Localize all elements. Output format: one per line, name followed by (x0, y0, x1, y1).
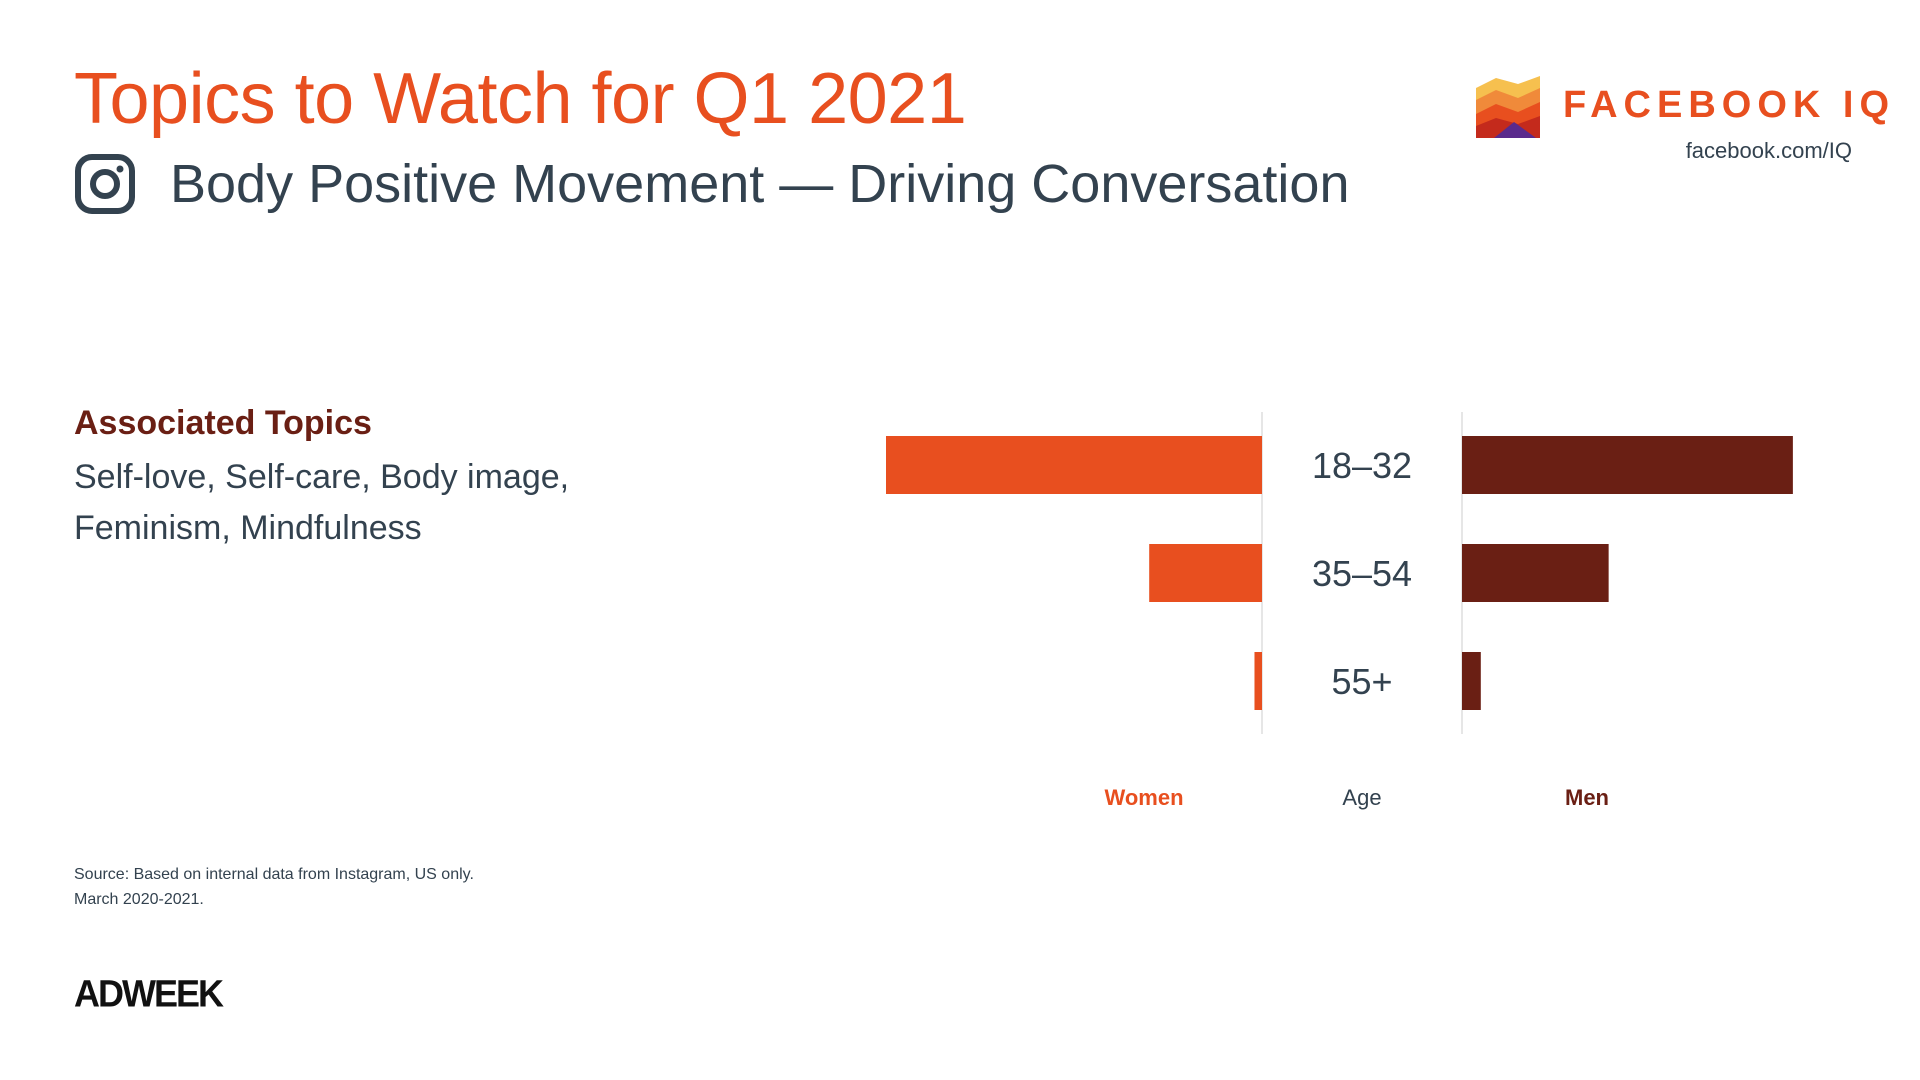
brand-url: facebook.com/IQ (1685, 138, 1852, 163)
source-note: Source: Based on internal data from Inst… (74, 862, 634, 912)
axis-label-age: Age (1342, 785, 1381, 810)
brand-name: FACEBOOK IQ (1563, 84, 1896, 126)
page-title: Topics to Watch for Q1 2021 (74, 59, 967, 139)
facebook-iq-logo-icon (1476, 76, 1540, 138)
source-line-2: March 2020-2021. (74, 891, 204, 908)
legend-men: Men (1565, 785, 1609, 810)
page-subtitle: Body Positive Movement — Driving Convers… (170, 154, 1350, 214)
source-line-1: Source: Based on internal data from Inst… (74, 866, 474, 883)
bar-men-3 (1462, 652, 1481, 710)
bar-men-1 (1462, 436, 1793, 494)
adweek-logo: ADWEEK (74, 971, 224, 1015)
age-label-1: 18–32 (1312, 445, 1412, 486)
associated-topics-list: Self-love, Self-care, Body image, Femini… (74, 458, 570, 547)
bar-women-2 (1149, 544, 1262, 602)
bar-women-1 (886, 436, 1262, 494)
instagram-icon (75, 154, 135, 214)
bar-men-2 (1462, 544, 1609, 602)
age-label-2: 35–54 (1312, 553, 1412, 594)
age-label-3: 55+ (1331, 661, 1392, 702)
legend-women: Women (1104, 785, 1183, 810)
bar-women-3 (1254, 652, 1262, 710)
associated-topics-heading: Associated Topics (74, 404, 372, 442)
